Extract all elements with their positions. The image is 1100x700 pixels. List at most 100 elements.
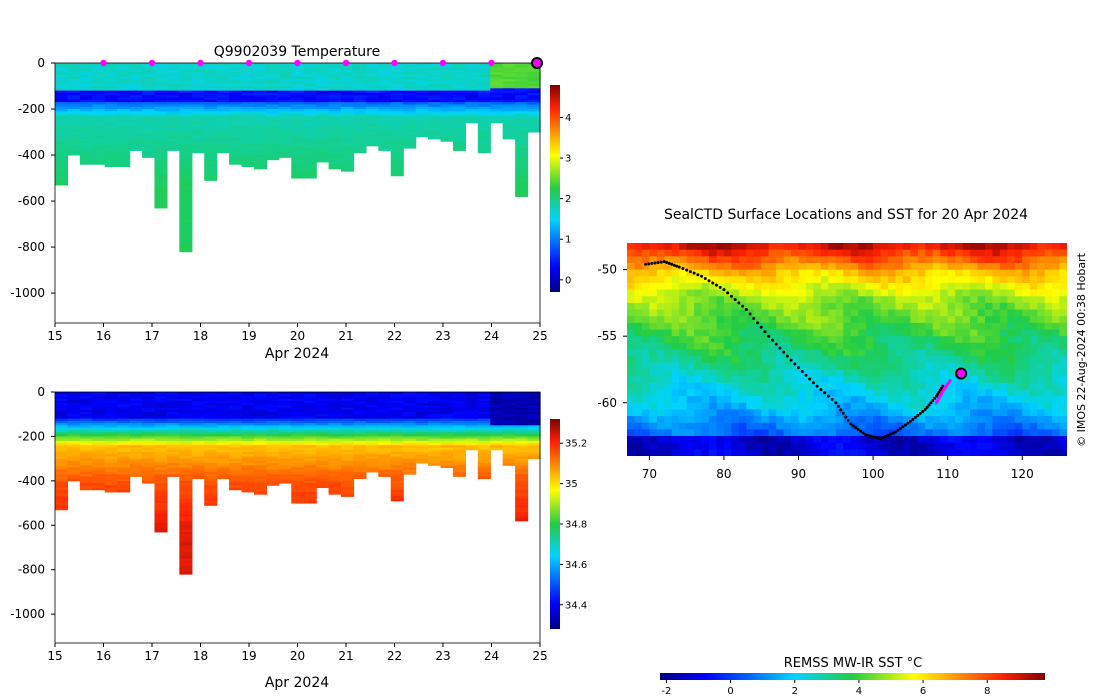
profile-cell — [92, 148, 106, 151]
sst-cell — [746, 289, 755, 298]
profile-cell — [515, 400, 529, 404]
profile-cell — [253, 489, 268, 493]
profile-cell — [328, 159, 342, 163]
sst-cell — [984, 269, 994, 278]
profile-cell — [154, 189, 168, 193]
profile-cell — [55, 92, 69, 96]
profile-cell — [515, 414, 529, 417]
profile-cell — [490, 69, 504, 73]
sst-cell — [701, 262, 710, 271]
sst-cell — [791, 249, 800, 258]
profile-cell — [55, 420, 69, 424]
sst-cell — [709, 256, 718, 264]
profile-cell — [515, 420, 529, 424]
profile-cell — [477, 141, 491, 145]
profile-cell — [241, 411, 255, 415]
profile-cell — [328, 72, 342, 75]
profile-cell — [452, 460, 466, 464]
profile-cell — [129, 83, 143, 87]
profile-cell — [266, 125, 280, 128]
profile-cell — [266, 476, 280, 480]
profile-cell — [229, 434, 243, 437]
sst-cell — [664, 322, 673, 331]
sst-cell — [746, 429, 755, 437]
sst-cell — [850, 322, 859, 331]
profile-cell — [303, 120, 317, 124]
profile-cell — [253, 478, 268, 482]
profile-cell — [92, 102, 106, 105]
profile-cell — [403, 394, 417, 397]
sst-cell — [843, 422, 852, 431]
profile-cell — [365, 414, 379, 417]
profile-cell — [403, 90, 417, 94]
profile-cell — [527, 67, 541, 71]
profile-cell — [353, 95, 367, 99]
profile-cell — [291, 99, 305, 103]
profile-cell — [241, 445, 255, 449]
sst-cell — [828, 302, 837, 311]
sst-cell — [955, 309, 964, 318]
sst-cell — [910, 376, 919, 384]
profile-cell — [415, 104, 429, 108]
profile-cell — [378, 434, 392, 437]
profile-cell — [179, 207, 193, 211]
profile-cell — [515, 150, 529, 154]
sst-cell — [880, 249, 889, 258]
profile-cell — [390, 92, 404, 96]
profile-cell — [266, 97, 280, 101]
sst-cell — [910, 362, 919, 371]
sst-cell — [962, 302, 971, 311]
profile-cell — [204, 65, 218, 69]
profile-cell — [104, 458, 118, 462]
profile-cell — [452, 79, 466, 82]
profile-cell — [253, 120, 268, 124]
profile-cell — [129, 145, 143, 149]
sst-cell — [902, 282, 912, 291]
profile-cell — [129, 434, 143, 437]
profile-cell — [278, 118, 292, 122]
profile-cell — [328, 88, 342, 92]
profile-cell — [179, 487, 193, 491]
profile-cell — [154, 136, 168, 140]
profile-cell — [515, 79, 529, 82]
profile-cell — [415, 90, 429, 94]
profile-cell — [316, 420, 330, 424]
sst-cell — [888, 329, 897, 337]
sst-cell — [880, 256, 889, 264]
profile-cell — [266, 69, 280, 73]
profile-cell — [117, 443, 131, 446]
profile-cell — [241, 113, 255, 117]
sst-cell — [776, 356, 785, 364]
profile-cell — [166, 106, 180, 110]
profile-cell — [490, 65, 504, 69]
sst-cell — [671, 249, 681, 258]
sst-cell — [843, 369, 852, 377]
sst-cell — [753, 389, 763, 397]
profile-cell — [179, 509, 193, 513]
profile-cell — [154, 478, 168, 482]
profile-cell — [477, 423, 491, 426]
profile-cell — [403, 88, 417, 92]
sst-cell — [932, 436, 942, 444]
profile-cell — [154, 418, 168, 422]
profile-cell — [291, 474, 305, 477]
profile-cell — [465, 425, 479, 429]
sst-cell — [850, 436, 859, 444]
profile-cell — [353, 411, 367, 415]
profile-cell — [278, 129, 292, 133]
profile-cell — [390, 106, 404, 110]
profile-cell — [452, 88, 466, 92]
profile-cell — [428, 454, 442, 457]
profile-cell — [291, 451, 305, 455]
profile-cell — [465, 113, 479, 117]
profile-cell — [104, 478, 118, 482]
profile-cell — [216, 134, 230, 138]
sst-cell — [664, 369, 673, 377]
sst-cell — [716, 396, 725, 404]
sst-cell — [947, 342, 956, 351]
profile-cell — [502, 65, 516, 69]
profile-cell — [179, 551, 193, 555]
sst-cell — [686, 276, 695, 284]
profile-cell — [390, 99, 404, 103]
